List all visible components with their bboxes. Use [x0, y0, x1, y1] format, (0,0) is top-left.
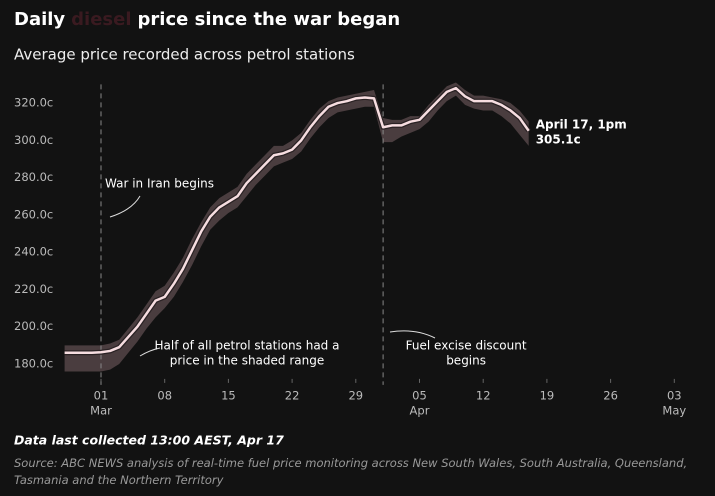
- end-value: 305.1c: [536, 132, 581, 146]
- y-tick-label: 320.0c: [14, 96, 53, 110]
- x-tick-label: 05: [412, 388, 427, 402]
- x-tick-label: 22: [285, 388, 300, 402]
- title-part: price since the war began: [138, 9, 401, 30]
- note: Data last collected 13:00 AEST, Apr 17: [14, 433, 284, 448]
- title-highlight: diesel: [71, 9, 131, 30]
- arrow: [139, 347, 161, 357]
- band: [64, 82, 529, 372]
- x-tick-label: 29: [348, 388, 363, 402]
- event-label: War in Iran begins: [105, 177, 214, 191]
- x-tick-label: 15: [221, 388, 236, 402]
- arrow: [109, 195, 141, 218]
- band-note: price in the shaded range: [170, 354, 324, 368]
- chart-title: Daily diesel price since the war began: [14, 9, 400, 30]
- x-tick-label: 19: [540, 388, 555, 402]
- chart-subtitle: Average price recorded across petrol sta…: [14, 46, 355, 64]
- y-tick-label: 300.0c: [14, 133, 53, 147]
- y-tick-label: 220.0c: [14, 282, 53, 296]
- x-tick-label: 12: [476, 388, 491, 402]
- y-tick-label: 200.0c: [14, 319, 53, 333]
- x-tick-label: 01: [94, 388, 109, 402]
- band-note: Half of all petrol stations had a: [155, 339, 340, 353]
- source-box: Source: ABC NEWS analysis of real-time f…: [14, 456, 688, 487]
- x-tick-label: 03: [667, 388, 682, 402]
- x-tick-month: May: [662, 403, 686, 417]
- source: Source: ABC NEWS analysis of real-time f…: [14, 456, 688, 487]
- event-label: Fuel excise discount: [406, 339, 527, 353]
- x-tick-month: Mar: [90, 403, 112, 417]
- line-outline: [64, 85, 531, 356]
- arrow: [389, 330, 436, 339]
- event-label: begins: [446, 354, 486, 368]
- y-tick-label: 240.0c: [14, 245, 53, 259]
- x-tick-label: 26: [603, 388, 618, 402]
- x-tick-label: 08: [157, 388, 172, 402]
- end-label: April 17, 1pm: [536, 117, 627, 131]
- y-tick-label: 280.0c: [14, 170, 53, 184]
- y-tick-label: 260.0c: [14, 207, 53, 221]
- x-tick-month: Apr: [410, 403, 430, 417]
- line: [64, 86, 530, 355]
- title-part: Daily: [14, 9, 65, 30]
- y-tick-label: 180.0c: [14, 356, 53, 370]
